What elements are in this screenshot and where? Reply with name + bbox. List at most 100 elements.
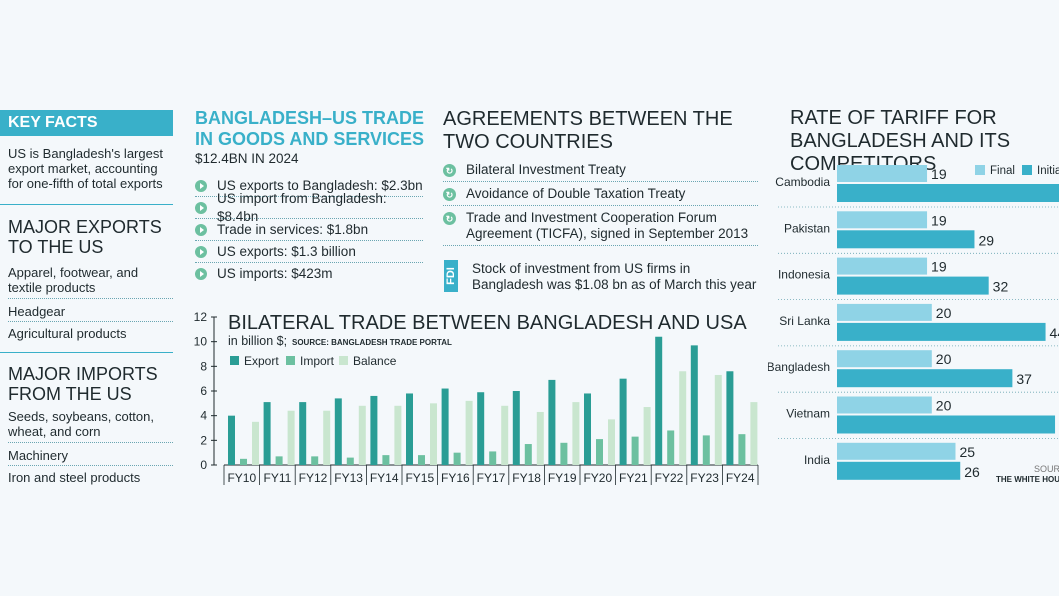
- bar-import-fy20: [596, 439, 603, 465]
- imports-title: MAJOR IMPORTS FROM THE US: [8, 364, 158, 404]
- trade-subtitle: $12.4BN IN 2024: [195, 151, 299, 166]
- trade-chart-ylabel: in billion $;: [228, 334, 287, 348]
- bar-export-fy24: [726, 371, 734, 465]
- import-item: Machinery: [8, 448, 68, 463]
- x-tick-label: FY23: [690, 471, 719, 485]
- value-final: 25: [960, 444, 976, 460]
- x-tick-label: FY15: [405, 471, 434, 485]
- bar-export-fy12: [299, 402, 307, 465]
- bar-initial-india: [837, 461, 961, 480]
- trade-chart-source: SOURCE: BANGLADESH TRADE PORTAL: [292, 338, 452, 347]
- export-item: Apparel, footwear, and textile products: [8, 265, 139, 295]
- value-final: 19: [931, 212, 947, 228]
- legend-label-final: Final: [990, 165, 1015, 177]
- bar-import-fy23: [702, 435, 710, 465]
- bar-balance-fy11: [287, 410, 295, 465]
- value-initial: 26: [964, 464, 980, 480]
- tariff-source: THE WHITE HOUSE: [996, 475, 1059, 484]
- bar-initial-vietnam: [837, 415, 1056, 434]
- divider: [0, 352, 173, 353]
- play-bullet-icon: [195, 179, 207, 192]
- tariff-chart: FinalInitial Cambodia1949Pakistan1929Ind…: [768, 165, 1059, 484]
- agreement-item: ↻ Bilateral Investment Treaty: [443, 162, 758, 182]
- agreement-item: ↻ Trade and Investment Cooperation Forum …: [443, 210, 758, 246]
- export-item: Headgear: [8, 304, 66, 319]
- bar-import-fy24: [738, 434, 746, 465]
- bar-import-fy16: [453, 452, 461, 465]
- bar-export-fy20: [584, 393, 591, 465]
- value-initial: 44: [1050, 325, 1059, 341]
- country-label: Cambodia: [775, 175, 830, 189]
- bar-initial-indonesia: [837, 276, 989, 295]
- bar-import-fy14: [382, 455, 390, 465]
- divider: [8, 298, 173, 299]
- bar-balance-fy14: [394, 405, 402, 465]
- trade-item: US exports: $1.3 billion: [195, 241, 423, 263]
- value-final: 20: [936, 398, 952, 414]
- play-bullet-icon: [195, 267, 207, 280]
- y-tick-label: 6: [200, 384, 207, 398]
- bar-import-fy21: [631, 436, 639, 465]
- bar-import-fy19: [560, 442, 568, 465]
- bar-initial-pakistan: [837, 230, 975, 249]
- import-item: Iron and steel products: [8, 470, 141, 485]
- agreements-list: ↻ Bilateral Investment Treaty ↻ Avoidance …: [443, 162, 758, 246]
- bar-balance-fy23: [714, 374, 722, 465]
- bar-balance-fy18: [536, 411, 544, 465]
- country-label: Pakistan: [784, 221, 830, 235]
- bar-export-fy14: [370, 395, 378, 465]
- value-final: 19: [931, 166, 947, 182]
- bar-export-fy19: [548, 379, 556, 465]
- bar-import-fy12: [311, 456, 319, 465]
- x-tick-label: FY14: [370, 471, 399, 485]
- bar-final-vietnam: [837, 396, 932, 414]
- bar-balance-fy15: [430, 403, 437, 465]
- bar-export-fy13: [334, 398, 342, 465]
- fdi-text: Stock of investment from US firms in Ban…: [472, 261, 757, 292]
- exports-title: MAJOR EXPORTS TO THE US: [8, 217, 162, 257]
- bar-final-bangladesh: [837, 350, 932, 368]
- trade-chart-title: BILATERAL TRADE BETWEEN BANGLADESH AND U…: [228, 312, 747, 334]
- y-tick-label: 2: [200, 433, 207, 447]
- x-tick-label: FY18: [512, 471, 541, 485]
- bar-import-fy18: [524, 444, 532, 465]
- value-final: 20: [936, 305, 952, 321]
- value-final: 19: [931, 259, 947, 275]
- fdi-badge: FDI: [444, 260, 458, 292]
- bar-export-fy10: [228, 415, 235, 465]
- bar-import-fy13: [346, 457, 354, 465]
- bar-final-indonesia: [837, 257, 928, 275]
- play-bullet-icon: [195, 245, 207, 258]
- bar-initial-cambodia: [837, 184, 1059, 202]
- trade-item: US imports: $423m: [195, 263, 423, 284]
- bar-export-fy21: [619, 378, 627, 465]
- trade-list: US exports to Bangladesh: $2.3bn US impo…: [195, 175, 423, 284]
- value-initial: 32: [993, 279, 1009, 295]
- x-tick-label: FY20: [583, 471, 612, 485]
- bar-balance-fy10: [252, 421, 259, 465]
- y-tick-label: 10: [194, 335, 208, 349]
- legend-label-balance: Balance: [353, 354, 397, 368]
- bar-balance-fy21: [643, 407, 651, 465]
- x-tick-label: FY24: [726, 471, 755, 485]
- handshake-icon: ↻: [443, 212, 456, 225]
- y-tick-label: 0: [200, 458, 207, 472]
- bar-import-fy22: [667, 430, 675, 465]
- bar-initial-bangladesh: [837, 369, 1013, 388]
- x-tick-label: FY19: [548, 471, 577, 485]
- tariff-source-label: SOURCE: [1034, 464, 1059, 474]
- handshake-icon: ↻: [443, 188, 456, 201]
- legend-swatch-final: [975, 165, 985, 175]
- bar-export-fy23: [690, 345, 698, 465]
- legend-label-export: Export: [244, 354, 279, 368]
- play-bullet-icon: [195, 201, 207, 214]
- play-bullet-icon: [195, 223, 207, 236]
- y-tick-label: 4: [200, 409, 207, 423]
- agreement-item: ↻ Avoidance of Double Taxation Treaty: [443, 186, 758, 206]
- bar-final-cambodia: [837, 165, 928, 182]
- country-label: Vietnam: [786, 407, 830, 421]
- bar-balance-fy19: [572, 402, 580, 465]
- y-tick-label: 8: [200, 359, 207, 373]
- bar-balance-fy17: [501, 405, 509, 465]
- bar-final-india: [837, 442, 956, 460]
